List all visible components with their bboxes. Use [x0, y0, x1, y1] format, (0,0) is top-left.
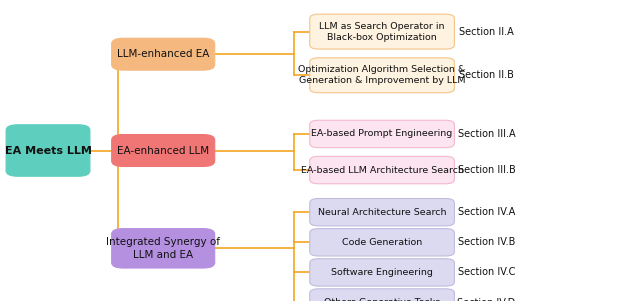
FancyBboxPatch shape — [310, 120, 454, 147]
Text: Optimization Algorithm Selection &
Generation & Improvement by LLM: Optimization Algorithm Selection & Gener… — [298, 65, 466, 85]
Text: Neural Architecture Search: Neural Architecture Search — [318, 208, 446, 217]
Text: LLM as Search Operator in
Black-box Optimization: LLM as Search Operator in Black-box Opti… — [319, 22, 445, 42]
Text: Section III.B: Section III.B — [458, 165, 515, 175]
FancyBboxPatch shape — [111, 38, 214, 70]
Text: Section III.A: Section III.A — [458, 129, 515, 139]
Text: LLM-enhanced EA: LLM-enhanced EA — [117, 49, 209, 59]
Text: Section IV.B: Section IV.B — [458, 237, 515, 247]
Text: Section IV.C: Section IV.C — [458, 267, 515, 278]
FancyBboxPatch shape — [310, 259, 454, 286]
Text: Section IV.A: Section IV.A — [458, 207, 515, 217]
Text: Section II.B: Section II.B — [459, 70, 514, 80]
FancyBboxPatch shape — [111, 135, 214, 166]
FancyBboxPatch shape — [111, 229, 214, 268]
Text: EA-based Prompt Engineering: EA-based Prompt Engineering — [312, 129, 452, 138]
Text: Integrated Synergy of
LLM and EA: Integrated Synergy of LLM and EA — [106, 237, 220, 259]
FancyBboxPatch shape — [310, 229, 454, 256]
FancyBboxPatch shape — [310, 289, 454, 301]
Text: Software Engineering: Software Engineering — [331, 268, 433, 277]
Text: EA-enhanced LLM: EA-enhanced LLM — [117, 145, 209, 156]
FancyBboxPatch shape — [310, 157, 454, 184]
Text: EA Meets LLM: EA Meets LLM — [4, 145, 92, 156]
FancyBboxPatch shape — [6, 125, 90, 176]
Text: Code Generation: Code Generation — [342, 238, 422, 247]
Text: EA-based LLM Architecture Search: EA-based LLM Architecture Search — [301, 166, 463, 175]
FancyBboxPatch shape — [310, 14, 454, 49]
FancyBboxPatch shape — [310, 199, 454, 226]
Text: Section IV.D: Section IV.D — [457, 297, 516, 301]
Text: Others Generative Tasks: Others Generative Tasks — [324, 298, 440, 301]
FancyBboxPatch shape — [310, 58, 454, 93]
Text: Section II.A: Section II.A — [459, 26, 514, 37]
